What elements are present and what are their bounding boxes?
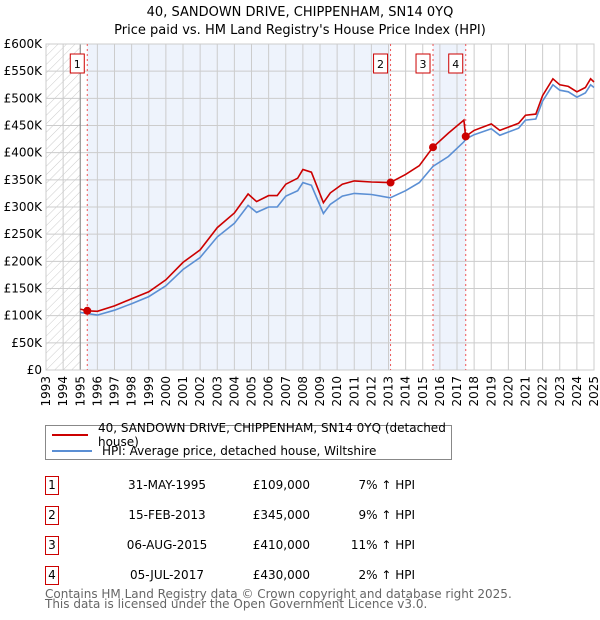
chart-title: 40, SANDOWN DRIVE, CHIPPENHAM, SN14 0YQ: [147, 5, 454, 20]
x-tick-label: 2001: [176, 376, 190, 407]
footer: Contains HM Land Registry data © Crown c…: [45, 587, 512, 611]
sale-label-box: 1: [69, 53, 85, 74]
x-tick-label: 2023: [553, 376, 567, 407]
x-tick-label: 2012: [364, 376, 378, 407]
x-tick-label: 2009: [313, 376, 327, 407]
legend-label: 40, SANDOWN DRIVE, CHIPPENHAM, SN14 0YQ …: [97, 421, 446, 449]
sale-hpi-diff: 2% ↑ HPI: [358, 568, 415, 582]
property-price-line: [80, 77, 595, 313]
x-tick-label: 2010: [330, 376, 344, 407]
x-tick-label: 2017: [450, 376, 464, 407]
x-tick-label: 2005: [245, 376, 259, 407]
sale-price: £109,000: [252, 478, 310, 492]
sale-number: 4: [45, 566, 59, 585]
sale-row: 1 31-MAY-1995 £109,000 7% ↑ HPI: [45, 476, 445, 496]
sale-label-number: 3: [420, 58, 427, 71]
x-tick-label: 2003: [210, 376, 224, 407]
sale-point: [429, 143, 438, 152]
sale-row: 4 05-JUL-2017 £430,000 2% ↑ HPI: [45, 566, 445, 586]
x-tick-label: 1999: [142, 376, 156, 407]
price-chart: 40, SANDOWN DRIVE, CHIPPENHAM, SN14 0YQ …: [4, 5, 600, 407]
sale-hpi-diff: 7% ↑ HPI: [358, 478, 415, 492]
y-tick-label: £200K: [4, 254, 44, 268]
sale-label-number: 4: [452, 58, 459, 71]
sale-point: [386, 178, 395, 187]
legend-swatch-blue: [52, 450, 92, 452]
sale-hpi-diff: 9% ↑ HPI: [358, 508, 415, 522]
sale-label-box: 2: [373, 53, 389, 74]
x-tick-label: 1998: [125, 376, 139, 407]
x-tick-label: 1994: [56, 376, 70, 407]
y-tick-label: £50K: [11, 336, 43, 350]
x-tick-label: 2020: [501, 376, 515, 407]
sale-label-border: [373, 53, 389, 74]
y-tick-label: £100K: [4, 309, 44, 323]
sale-label-number: 1: [74, 58, 81, 71]
sale-number: 2: [45, 506, 59, 525]
x-tick-label: 2024: [570, 376, 584, 407]
x-tick-label: 2013: [382, 376, 396, 407]
footer-licence: This data is licensed under the Open Gov…: [45, 597, 428, 611]
y-tick-label: £500K: [4, 91, 44, 105]
sale-label-border: [69, 53, 85, 74]
sale-label-border: [415, 53, 431, 74]
footer-copyright: Contains HM Land Registry data © Crown c…: [45, 587, 512, 601]
sale-point: [83, 306, 92, 315]
sale-price: £410,000: [252, 538, 310, 552]
plot-border: [45, 43, 595, 371]
x-tick-label: 2002: [193, 376, 207, 407]
legend-label: HPI: Average price, detached house, Wilt…: [102, 444, 377, 458]
legend-item-property: 40, SANDOWN DRIVE, CHIPPENHAM, SN14 0YQ …: [46, 421, 451, 449]
x-tick-label: 2000: [159, 376, 173, 407]
x-tick-label: 2021: [519, 376, 533, 407]
sale-price: £430,000: [252, 568, 310, 582]
y-tick-label: £350K: [4, 173, 44, 187]
x-tick-label: 2008: [296, 376, 310, 407]
sale-date: 31-MAY-1995: [127, 478, 206, 492]
sale-point: [461, 132, 470, 141]
y-tick-label: £0: [27, 363, 42, 377]
x-tick-label: 1993: [39, 376, 53, 407]
hpi-line: [80, 83, 595, 316]
chart-subtitle: Price paid vs. HM Land Registry's House …: [114, 23, 486, 38]
x-tick-label: 2004: [227, 376, 241, 407]
sale-date: 15-FEB-2013: [128, 508, 206, 522]
y-tick-label: £450K: [4, 119, 44, 133]
sale-hpi-diff: 11% ↑ HPI: [350, 538, 415, 552]
x-tick-label: 2007: [279, 376, 293, 407]
sale-label-number: 2: [377, 58, 384, 71]
x-tick-label: 2016: [433, 376, 447, 407]
sale-date: 05-JUL-2017: [130, 568, 204, 582]
x-tick-label: 2006: [262, 376, 276, 407]
x-tick-label: 1996: [90, 376, 104, 407]
legend-swatch-red: [52, 434, 88, 436]
sale-label-border: [448, 53, 464, 74]
x-tick-label: 1995: [73, 376, 87, 407]
legend: 40, SANDOWN DRIVE, CHIPPENHAM, SN14 0YQ …: [45, 421, 452, 460]
y-tick-label: £150K: [4, 282, 44, 296]
legend-item-hpi: HPI: Average price, detached house, Wilt…: [46, 443, 376, 459]
sale-price: £345,000: [252, 508, 310, 522]
x-tick-label: 2015: [416, 376, 430, 407]
sale-row: 2 15-FEB-2013 £345,000 9% ↑ HPI: [45, 506, 445, 526]
x-tick-label: 1997: [108, 376, 122, 407]
y-tick-label: £600K: [4, 37, 44, 51]
x-tick-label: 2018: [467, 376, 481, 407]
y-tick-label: £300K: [4, 200, 44, 214]
y-tick-label: £550K: [4, 64, 44, 78]
x-tick-label: 2019: [484, 376, 498, 407]
y-tick-label: £400K: [4, 146, 44, 160]
sale-number: 1: [45, 476, 59, 495]
sale-date: 06-AUG-2015: [126, 538, 208, 552]
x-tick-label: 2025: [587, 376, 600, 407]
sale-label-box: 4: [448, 53, 464, 74]
sale-label-box: 3: [415, 53, 431, 74]
x-tick-label: 2022: [536, 376, 550, 407]
x-tick-label: 2014: [399, 376, 413, 407]
sale-number: 3: [45, 536, 59, 555]
sale-row: 3 06-AUG-2015 £410,000 11% ↑ HPI: [45, 536, 445, 556]
x-tick-label: 2011: [347, 376, 361, 407]
y-tick-label: £250K: [4, 227, 44, 241]
